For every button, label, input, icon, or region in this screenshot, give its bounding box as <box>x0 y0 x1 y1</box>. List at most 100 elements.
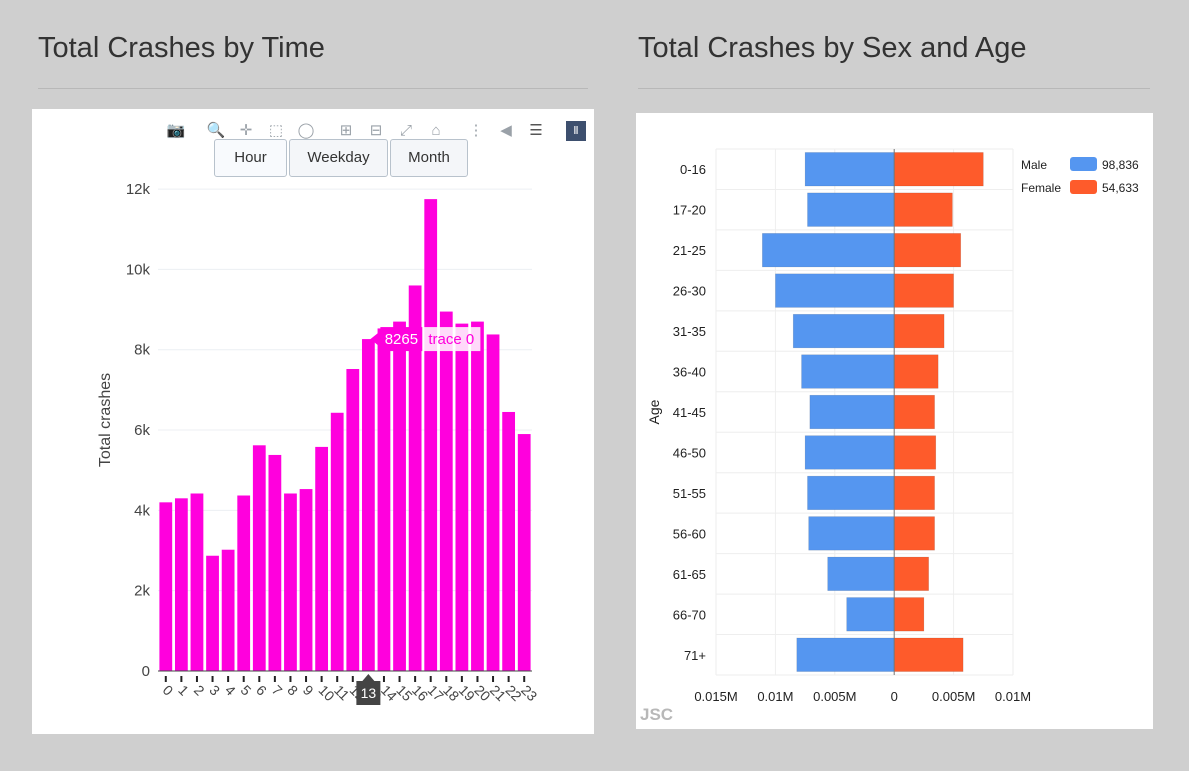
autoscale-icon[interactable]: ⤢ <box>399 122 412 139</box>
right-title-divider <box>638 88 1150 89</box>
bar-female <box>893 475 935 511</box>
bar-female <box>893 516 935 551</box>
camera-icon[interactable]: 📷 <box>166 122 186 139</box>
x-tick-label: 3 <box>206 682 223 699</box>
bar-female <box>893 637 964 672</box>
legend-value: 54,633 <box>1102 181 1139 195</box>
y-axis-title: Age <box>646 399 662 424</box>
bar-male <box>804 152 895 187</box>
bar <box>346 368 360 671</box>
bar <box>424 199 438 671</box>
weekday-button[interactable]: Weekday <box>289 139 388 177</box>
y-tick-label: 36-40 <box>673 365 706 380</box>
bar <box>455 323 469 671</box>
bar <box>502 411 516 671</box>
home-icon[interactable]: ⌂ <box>431 122 441 139</box>
zoom-in-icon[interactable]: ⊞ <box>339 122 353 139</box>
legend-swatch <box>1070 180 1097 194</box>
month-button[interactable]: Month <box>390 139 468 177</box>
bar <box>408 285 422 671</box>
left-title-divider <box>38 88 588 89</box>
bar-male <box>804 435 895 470</box>
bar-female <box>893 313 945 349</box>
x-tick-label: 9 <box>300 682 317 699</box>
x-tick-label: 0.01M <box>757 689 793 704</box>
bar <box>439 311 453 671</box>
bar <box>221 549 235 671</box>
x-tick-label: 0.005M <box>932 689 975 704</box>
x-tick-label: 2 <box>191 682 208 699</box>
x-tick-label: 0.005M <box>813 689 856 704</box>
x-tick-label: 5 <box>238 682 255 699</box>
hover-closest-icon[interactable]: ◀ <box>500 122 512 139</box>
y-tick-label: 31-35 <box>673 324 706 339</box>
bar <box>517 434 531 671</box>
bar-male <box>846 597 895 632</box>
y-tick-label: 8k <box>134 342 150 359</box>
y-tick-label: 6k <box>134 422 150 439</box>
hover-compare-icon[interactable]: ☰ <box>529 122 543 139</box>
bar <box>237 495 251 671</box>
x-tick-label: 23 <box>518 682 540 704</box>
bar-female <box>893 435 937 470</box>
legend-value: 98,836 <box>1102 158 1139 172</box>
lasso-icon[interactable]: ◯ <box>297 122 315 139</box>
bar <box>377 328 391 671</box>
bar-female <box>893 394 935 430</box>
bar-male <box>807 192 895 227</box>
x-tick-label: 8 <box>284 682 301 699</box>
hour-button[interactable]: Hour <box>214 139 287 177</box>
y-tick-label: 41-45 <box>673 405 706 420</box>
y-tick-label: 21-25 <box>673 243 706 258</box>
hover-trace-box <box>422 327 481 352</box>
bar-male <box>775 273 895 308</box>
bar-female <box>893 192 953 227</box>
x-tick-label: 6 <box>253 682 270 699</box>
hover-value-box <box>380 327 423 352</box>
x-tick-label: 1 <box>175 682 192 699</box>
hover-pointer <box>370 331 381 348</box>
bar <box>190 493 204 671</box>
bar <box>486 334 500 671</box>
hover-x-pointer <box>362 674 375 681</box>
sex-age-bar-chart: 0.015M 0.01M 0.005M 0 0.005M 0.01M 0-16 17-20 21… <box>646 148 1139 704</box>
bar-male <box>762 233 895 268</box>
bar-male <box>808 516 895 551</box>
bar-male <box>792 313 895 349</box>
bar-male <box>827 556 895 591</box>
bar <box>315 446 329 671</box>
bar <box>330 412 344 671</box>
zoom-icon[interactable]: 🔍 <box>206 122 226 139</box>
y-tick-label: 12k <box>126 181 151 198</box>
bar-female <box>893 556 929 591</box>
bar-female <box>893 233 962 268</box>
watermark-logo: JSC <box>640 705 674 724</box>
box-select-icon[interactable]: ⬚ <box>268 122 284 139</box>
bar-male <box>807 475 895 511</box>
bar-female <box>893 273 954 308</box>
y-tick-label: 66-70 <box>673 607 706 622</box>
y-tick-label: 71+ <box>684 648 706 663</box>
bar-male <box>809 394 895 430</box>
y-tick-label: 2k <box>134 583 150 600</box>
bar <box>252 445 266 671</box>
hover-x-label: 13 <box>361 685 377 701</box>
y-tick-label: 51-55 <box>673 486 706 501</box>
spike-lines-icon[interactable]: ⋮ <box>468 122 484 139</box>
y-tick-label: 4k <box>134 502 150 519</box>
bar <box>393 321 406 671</box>
y-tick-label: 0-16 <box>680 162 706 177</box>
y-tick-label: 0 <box>142 663 150 680</box>
y-tick-label: 46-50 <box>673 445 706 460</box>
right-section-title: Total Crashes by Sex and Age <box>638 32 1027 64</box>
plotly-logo-icon[interactable]: Ⅱ <box>566 121 586 141</box>
pan-icon[interactable]: ✛ <box>239 122 253 139</box>
y-tick-label: 26-30 <box>673 284 706 299</box>
hover-trace-name: trace 0 <box>428 331 474 348</box>
bar-female <box>893 354 939 389</box>
bar-male <box>796 637 895 672</box>
bar <box>361 339 375 671</box>
x-tick-label: 0 <box>160 682 177 699</box>
zoom-out-icon[interactable]: ⊟ <box>369 122 383 139</box>
legend-swatch <box>1070 157 1097 171</box>
